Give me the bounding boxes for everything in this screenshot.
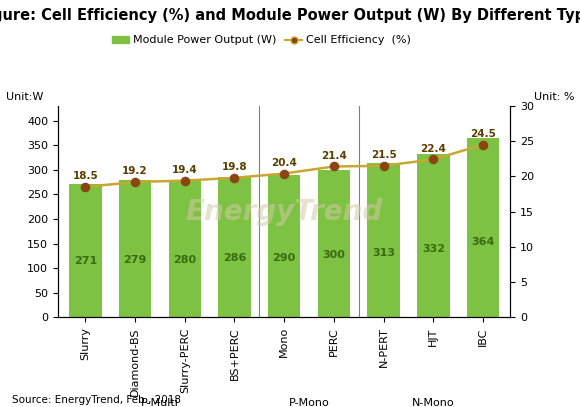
Point [180, 177, 190, 184]
Text: Source: EnergyTrend, Feb., 2018: Source: EnergyTrend, Feb., 2018 [12, 395, 180, 405]
Text: Unit: %: Unit: % [534, 92, 574, 102]
Text: 19.2: 19.2 [122, 166, 148, 176]
Point [329, 163, 339, 170]
Text: 20.4: 20.4 [271, 158, 297, 168]
Bar [69, 184, 102, 317]
Text: Unit:W: Unit:W [6, 92, 43, 102]
Bar [467, 138, 499, 317]
Text: 21.4: 21.4 [321, 151, 347, 161]
Text: P-Multi: P-Multi [141, 398, 179, 407]
Text: 22.4: 22.4 [420, 144, 446, 153]
Text: 21.5: 21.5 [371, 150, 397, 160]
Point [429, 156, 438, 163]
Bar [417, 154, 450, 317]
Text: P-Mono: P-Mono [289, 398, 329, 407]
Text: 286: 286 [223, 253, 246, 263]
Text: 364: 364 [472, 237, 495, 247]
Text: 332: 332 [422, 244, 445, 254]
Bar [218, 177, 251, 317]
Point [379, 162, 388, 169]
Text: 279: 279 [124, 255, 147, 265]
Point [81, 184, 90, 190]
Bar [368, 163, 400, 317]
Text: EnergyTrend: EnergyTrend [186, 198, 383, 225]
Text: 24.5: 24.5 [470, 129, 496, 139]
Text: 290: 290 [273, 252, 296, 263]
Point [478, 141, 488, 148]
Bar [318, 170, 350, 317]
Bar [268, 175, 300, 317]
Bar [169, 179, 201, 317]
Text: 19.8: 19.8 [222, 162, 247, 172]
Text: 271: 271 [74, 256, 97, 267]
Bar [119, 180, 151, 317]
Text: 313: 313 [372, 248, 395, 258]
Text: 18.5: 18.5 [72, 171, 98, 181]
Legend: Module Power Output (W), Cell Efficiency  (%): Module Power Output (W), Cell Efficiency… [107, 31, 416, 50]
Text: Figure: Cell Efficiency (%) and Module Power Output (W) By Different Types: Figure: Cell Efficiency (%) and Module P… [0, 8, 580, 23]
Text: 19.4: 19.4 [172, 165, 198, 175]
Text: 280: 280 [173, 255, 197, 265]
Point [130, 179, 140, 185]
Text: N-Mono: N-Mono [412, 398, 455, 407]
Text: 300: 300 [322, 250, 345, 260]
Point [280, 170, 289, 177]
Point [230, 175, 239, 181]
